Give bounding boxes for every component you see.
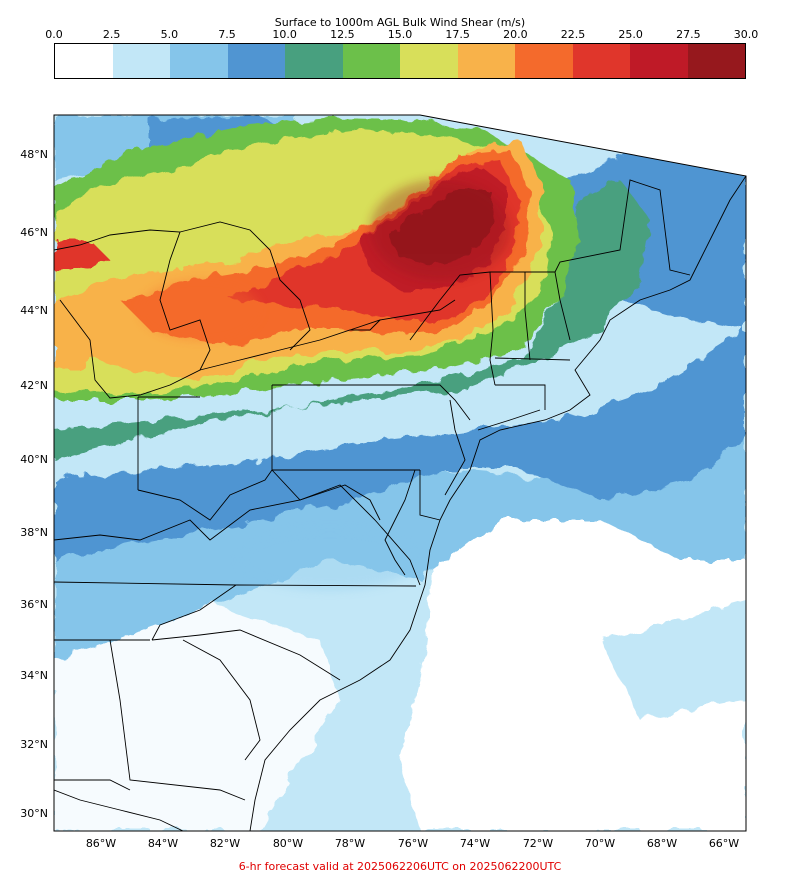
field-white-offshore <box>600 600 746 720</box>
colorbar-segment <box>112 44 170 78</box>
forecast-footer: 6-hr forecast valid at 2025062206UTC on … <box>238 860 562 873</box>
colorbar-segment <box>457 44 515 78</box>
lon-label: 82°W <box>210 837 240 850</box>
colorbar-tick-label: 7.5 <box>218 28 236 41</box>
colorbar-tick-label: 17.5 <box>445 28 470 41</box>
map-frame <box>53 114 747 832</box>
boundary-us-canada <box>409 179 691 341</box>
field-blue-medium <box>54 330 746 560</box>
colorbar-segment <box>285 44 343 78</box>
colorbar-tick-label: 20.0 <box>503 28 528 41</box>
colorbar-segment <box>630 44 688 78</box>
lat-label: 36°N <box>20 598 48 611</box>
lon-label: 66°W <box>709 837 739 850</box>
boundary-ct-ri <box>495 384 546 410</box>
lon-label: 76°W <box>398 837 428 850</box>
lat-label: 34°N <box>20 669 48 682</box>
colorbar-segment <box>170 44 228 78</box>
colorbar-tick-label: 5.0 <box>160 28 179 41</box>
boundary-va <box>54 484 421 586</box>
lon-label: 84°W <box>148 837 178 850</box>
boundary-md-de <box>419 470 441 521</box>
colorbar-segment <box>572 44 630 78</box>
lon-label: 70°W <box>585 837 615 850</box>
colorbar-tick-label: 0.0 <box>45 28 63 41</box>
boundary-vt-nh <box>524 272 531 361</box>
colorbar-tick-label: 27.5 <box>676 28 701 41</box>
boundary-ny-pa <box>272 384 471 421</box>
colorbar-tick-label: 22.5 <box>560 28 586 41</box>
boundary-ga-al <box>109 639 246 801</box>
shear-field <box>54 115 746 831</box>
lon-label: 68°W <box>647 837 677 850</box>
boundary-fl <box>54 779 184 831</box>
lat-label: 38°N <box>20 526 48 539</box>
boundary-lake-huron <box>179 221 311 351</box>
boundary-ga-sc <box>182 639 261 761</box>
colorbar <box>54 43 746 79</box>
lat-label: 40°N <box>20 453 48 466</box>
field-white-south <box>54 600 340 831</box>
latitude-labels: 48°N 46°N 44°N 42°N 40°N 38°N 36°N 34°N … <box>20 148 48 820</box>
colorbar-tick-label: 30.0 <box>733 28 759 41</box>
colorbar-tick-label: 2.5 <box>102 28 121 41</box>
lon-label: 74°W <box>460 837 490 850</box>
boundary-michigan <box>54 229 211 399</box>
boundary-nc-sc <box>151 629 341 681</box>
colorbar-segment <box>342 44 400 78</box>
boundary-lake-erie <box>199 319 381 371</box>
colorbar-segment <box>55 44 113 78</box>
coastline-chesapeake <box>384 469 416 576</box>
field-orange-west <box>54 300 100 370</box>
boundary-lake-ontario <box>349 299 456 331</box>
colorbar-title: Surface to 1000m AGL Bulk Wind Shear (m/… <box>274 16 526 29</box>
colorbar-segment <box>515 44 573 78</box>
colorbar-segment <box>400 44 458 78</box>
lon-label: 72°W <box>523 837 553 850</box>
boundary-ma <box>494 357 571 361</box>
lon-label: 86°W <box>86 837 116 850</box>
lat-label: 32°N <box>20 738 48 751</box>
colorbar-tick-label: 12.5 <box>330 28 355 41</box>
boundary-oh <box>137 396 273 521</box>
field-teal <box>54 180 650 460</box>
coastline-atlantic <box>249 175 746 831</box>
lat-label: 30°N <box>20 807 48 820</box>
boundaries <box>54 175 746 831</box>
field-white-atlantic <box>400 500 746 831</box>
lon-label: 80°W <box>273 837 303 850</box>
boundary-nh-me <box>554 271 571 341</box>
lat-label: 42°N <box>20 379 48 392</box>
colorbar-segment <box>227 44 285 78</box>
coastline-long-island <box>477 409 541 431</box>
boundary-wv <box>271 469 381 521</box>
lat-label: 48°N <box>20 148 48 161</box>
lat-label: 46°N <box>20 226 48 239</box>
colorbar-tick-label: 10.0 <box>272 28 297 41</box>
boundary-ny-vt <box>489 271 496 386</box>
boundary-nj <box>444 399 466 496</box>
colorbar-tick-label: 15.0 <box>387 28 413 41</box>
lat-label: 44°N <box>20 304 48 317</box>
longitude-labels: 86°W 84°W 82°W 80°W 78°W 76°W 74°W 72°W … <box>86 837 739 850</box>
colorbar-segment <box>687 44 745 78</box>
colorbar-tick-label: 25.0 <box>618 28 643 41</box>
lon-label: 78°W <box>335 837 365 850</box>
